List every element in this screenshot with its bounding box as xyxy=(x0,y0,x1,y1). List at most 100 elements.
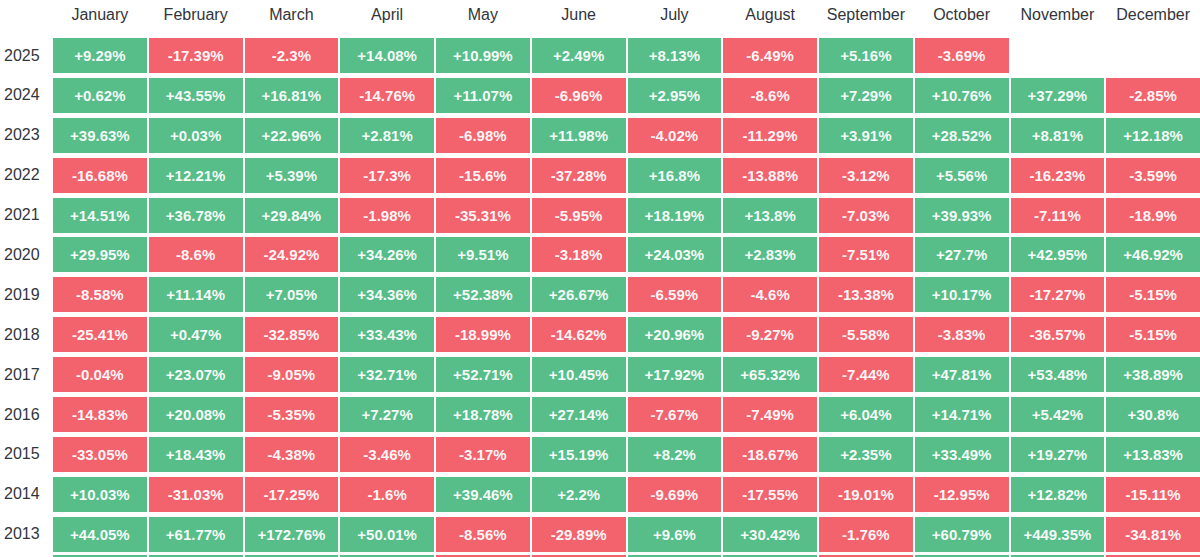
return-cell: +0.62% xyxy=(53,78,147,113)
return-cell: -3.69% xyxy=(915,38,1009,73)
return-cell: +14.51% xyxy=(53,198,147,233)
return-cell: +42.95% xyxy=(1011,237,1105,272)
return-cell: +18.19% xyxy=(628,198,722,233)
year-label: 2025 xyxy=(0,38,51,73)
return-cell: -5.35% xyxy=(245,397,339,432)
return-cell: +10.17% xyxy=(915,277,1009,312)
return-cell: +14.08% xyxy=(340,38,434,73)
return-cell: +12.82% xyxy=(1011,477,1105,512)
return-cell: -16.23% xyxy=(1011,158,1105,193)
return-cell: +2.81% xyxy=(340,118,434,153)
return-cell: +11.14% xyxy=(149,277,243,312)
return-cell: +44.05% xyxy=(53,517,147,552)
year-label: 2024 xyxy=(0,78,51,113)
return-cell: +22.96% xyxy=(245,118,339,153)
year-label: 2022 xyxy=(0,158,51,193)
month-header: February xyxy=(149,0,243,38)
month-header: April xyxy=(340,0,434,38)
return-cell: -9.69% xyxy=(628,477,722,512)
year-label: 2017 xyxy=(0,357,51,392)
return-cell: +43.55% xyxy=(149,78,243,113)
year-label: 2014 xyxy=(0,477,51,512)
return-cell: -36.57% xyxy=(1011,317,1105,352)
return-cell: -17.39% xyxy=(149,38,243,73)
return-cell: +36.78% xyxy=(149,198,243,233)
return-cell: +61.77% xyxy=(149,517,243,552)
month-header: September xyxy=(819,0,913,38)
return-cell: +39.46% xyxy=(436,477,530,512)
return-cell: -15.11% xyxy=(1106,477,1200,512)
return-cell: +33.43% xyxy=(340,317,434,352)
return-cell: +449.35% xyxy=(1011,517,1105,552)
return-cell: +2.2% xyxy=(532,477,626,512)
return-cell: +14.71% xyxy=(915,397,1009,432)
return-cell: +32.71% xyxy=(340,357,434,392)
return-cell: +7.27% xyxy=(340,397,434,432)
return-cell: +5.39% xyxy=(245,158,339,193)
return-cell: -1.98% xyxy=(340,198,434,233)
return-cell: +15.19% xyxy=(532,437,626,472)
return-cell: +16.8% xyxy=(628,158,722,193)
return-cell: -6.49% xyxy=(723,38,817,73)
return-cell: -2.3% xyxy=(245,38,339,73)
month-header: May xyxy=(436,0,530,38)
year-label: 2015 xyxy=(0,437,51,472)
return-cell: -8.6% xyxy=(723,78,817,113)
return-cell: -4.6% xyxy=(723,277,817,312)
return-cell: -6.59% xyxy=(628,277,722,312)
return-cell: +60.79% xyxy=(915,517,1009,552)
return-cell: +2.83% xyxy=(723,237,817,272)
return-cell: +13.83% xyxy=(1106,437,1200,472)
year-label: 2013 xyxy=(0,517,51,552)
return-cell: -1.76% xyxy=(819,517,913,552)
return-cell: -14.76% xyxy=(340,78,434,113)
return-cell: +3.91% xyxy=(819,118,913,153)
return-cell: +34.36% xyxy=(340,277,434,312)
return-cell: -5.15% xyxy=(1106,317,1200,352)
return-cell: -14.83% xyxy=(53,397,147,432)
return-cell: -17.25% xyxy=(245,477,339,512)
return-cell: -17.55% xyxy=(723,477,817,512)
return-cell: -32.85% xyxy=(245,317,339,352)
return-cell: +20.96% xyxy=(628,317,722,352)
return-cell: -19.01% xyxy=(819,477,913,512)
return-cell: -3.59% xyxy=(1106,158,1200,193)
year-label: 2018 xyxy=(0,317,51,352)
return-cell: -16.68% xyxy=(53,158,147,193)
return-cell: +34.26% xyxy=(340,237,434,272)
return-cell: +24.03% xyxy=(628,237,722,272)
return-cell: +9.6% xyxy=(628,517,722,552)
return-cell: +29.95% xyxy=(53,237,147,272)
returns-heatmap-grid: 2025+9.29%-17.39%-2.3%+14.08%+10.99%+2.4… xyxy=(0,38,1200,552)
return-cell: +5.56% xyxy=(915,158,1009,193)
return-cell: -18.99% xyxy=(436,317,530,352)
return-cell: +30.8% xyxy=(1106,397,1200,432)
year-label: 2021 xyxy=(0,198,51,233)
return-cell: +18.78% xyxy=(436,397,530,432)
return-cell: +11.98% xyxy=(532,118,626,153)
month-header: July xyxy=(628,0,722,38)
return-cell: +13.8% xyxy=(723,198,817,233)
return-cell: +17.92% xyxy=(628,357,722,392)
year-label: 2023 xyxy=(0,118,51,153)
return-cell: +47.81% xyxy=(915,357,1009,392)
year-label: 2019 xyxy=(0,277,51,312)
return-cell: +46.92% xyxy=(1106,237,1200,272)
return-cell: +9.29% xyxy=(53,38,147,73)
month-header: August xyxy=(723,0,817,38)
return-cell: +30.42% xyxy=(723,517,817,552)
return-cell: +29.84% xyxy=(245,198,339,233)
return-cell: -25.41% xyxy=(53,317,147,352)
year-label: 2020 xyxy=(0,237,51,272)
return-cell: +11.07% xyxy=(436,78,530,113)
return-cell: +2.49% xyxy=(532,38,626,73)
return-cell: -12.95% xyxy=(915,477,1009,512)
return-cell: -11.29% xyxy=(723,118,817,153)
return-cell: +12.21% xyxy=(149,158,243,193)
return-cell: +28.52% xyxy=(915,118,1009,153)
return-cell: +52.71% xyxy=(436,357,530,392)
return-cell: -1.6% xyxy=(340,477,434,512)
return-cell: +18.43% xyxy=(149,437,243,472)
return-cell: -37.28% xyxy=(532,158,626,193)
return-cell: +2.35% xyxy=(819,437,913,472)
